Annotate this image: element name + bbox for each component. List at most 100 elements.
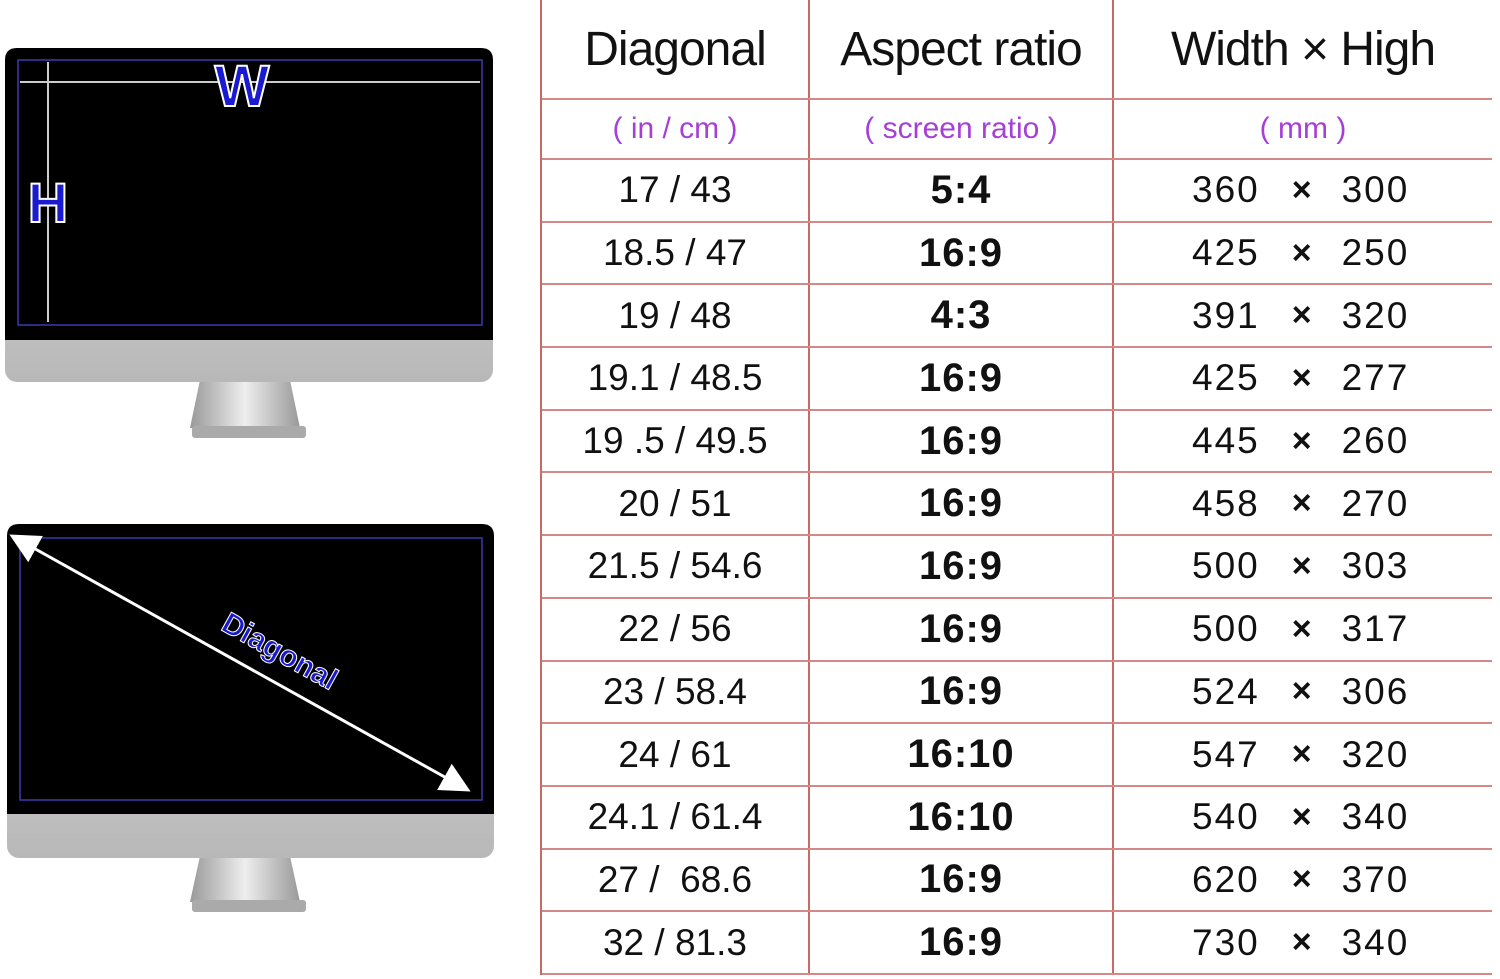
data-row: 22 / 56 16:9 500 × 317	[542, 598, 1492, 662]
ratio-cell: 16:9	[810, 348, 1114, 409]
data-row: 24.1 / 61.4 16:10 540 × 340	[542, 786, 1492, 850]
times-sign: ×	[1291, 296, 1314, 335]
width-value: 540	[1192, 796, 1260, 838]
ratio-cell: 16:9	[810, 849, 1114, 911]
dimensions-cell: 458 × 270	[1114, 473, 1492, 534]
ratio-cell: 16:9	[810, 912, 1114, 973]
times-sign: ×	[1291, 923, 1314, 962]
dimensions-cell: 547 × 320	[1114, 724, 1492, 785]
data-row: 20 / 51 16:9 458 × 270	[542, 473, 1492, 537]
diagonal-cell: 19 .5 / 49.5	[542, 410, 810, 472]
times-sign: ×	[1291, 233, 1314, 272]
height-value: 370	[1341, 858, 1410, 900]
subheader-cell: ( mm )	[1259, 112, 1347, 145]
diagonal-cell: 23 / 58.4	[542, 661, 810, 723]
times-sign: ×	[1291, 484, 1314, 523]
monitor-diagonal: Diagonal	[7, 524, 494, 912]
width-value: 620	[1192, 858, 1260, 900]
times-sign: ×	[1291, 358, 1314, 397]
width-value: 500	[1192, 545, 1260, 587]
times-sign: ×	[1291, 546, 1314, 585]
ratio-cell: 5:4	[810, 160, 1114, 221]
height-value: 270	[1341, 482, 1410, 524]
diagonal-cell: 20 / 51	[542, 473, 810, 535]
data-row: 21.5 / 54.6 16:9 500 × 303	[542, 536, 1492, 599]
width-value: 730	[1192, 921, 1260, 963]
diagonal-cell: 19 / 48	[542, 285, 810, 347]
header-row: Diagonal Aspect ratio Width × High	[542, 0, 1492, 100]
illustrations: W H Diagonal	[5, 48, 494, 912]
height-label: H	[28, 171, 68, 234]
ratio-cell: 4:3	[810, 285, 1114, 347]
data-row: 23 / 58.4 16:9 524 × 306	[542, 661, 1492, 725]
times-sign: ×	[1291, 797, 1314, 836]
diagonal-cell: 24.1 / 61.4	[542, 786, 810, 848]
height-value: 300	[1341, 169, 1410, 211]
dimensions-cell: 445 × 260	[1114, 411, 1492, 472]
times-sign: ×	[1291, 735, 1314, 774]
width-label: W	[215, 54, 270, 119]
dimensions-cell: 620 × 370	[1114, 850, 1492, 911]
dimensions-cell: 524 × 306	[1114, 662, 1492, 723]
size-table: Diagonal Aspect ratio Width × High ( in …	[540, 0, 1492, 975]
subheader-cell: ( screen ratio )	[810, 100, 1114, 158]
height-value: 340	[1341, 796, 1410, 838]
times-sign: ×	[1291, 609, 1314, 648]
diagonal-cell: 22 / 56	[542, 598, 810, 660]
ratio-cell: 16:9	[810, 661, 1114, 723]
height-value: 306	[1341, 670, 1410, 712]
height-value: 340	[1341, 921, 1410, 963]
ratio-cell: 16:9	[810, 473, 1114, 535]
dimensions-cell: 391 × 320	[1114, 285, 1492, 346]
width-value: 458	[1192, 482, 1260, 524]
data-row: 27 / 68.6 16:9 620 × 370	[542, 849, 1492, 913]
diagonal-cell: 19.1 / 48.5	[542, 348, 810, 409]
width-value: 500	[1192, 608, 1260, 650]
diagonal-cell: 24 / 61	[542, 724, 810, 785]
header-cell: Aspect ratio	[810, 0, 1114, 98]
width-value: 391	[1192, 294, 1260, 336]
subheader-cell: ( in / cm )	[542, 100, 810, 158]
dimensions-cell: 540 × 340	[1114, 787, 1492, 848]
ratio-cell: 16:9	[810, 536, 1114, 597]
width-value: 425	[1192, 232, 1260, 274]
data-row: 32 / 81.3 16:9 730 × 340	[542, 912, 1492, 975]
data-row: 19 / 48 4:3 391 × 320	[542, 285, 1492, 349]
diagonal-cell: 32 / 81.3	[542, 912, 810, 973]
diagonal-cell: 18.5 / 47	[542, 222, 810, 284]
width-value: 425	[1192, 357, 1260, 399]
height-value: 260	[1341, 420, 1410, 462]
diagonal-cell: 27 / 68.6	[542, 849, 810, 911]
height-value: 320	[1341, 294, 1410, 336]
data-row: 19.1 / 48.5 16:9 425 × 277	[542, 348, 1492, 411]
width-value: 360	[1192, 169, 1260, 211]
header-cell: Diagonal	[542, 0, 810, 98]
dimensions-cell: 730 × 340	[1114, 912, 1492, 973]
width-value: 547	[1192, 733, 1260, 775]
data-row: 24 / 61 16:10 547 × 320	[542, 724, 1492, 787]
dimensions-cell: 500 × 303	[1114, 536, 1492, 597]
height-value: 277	[1341, 357, 1410, 399]
header-cell: Width × High	[1170, 22, 1436, 76]
height-value: 320	[1341, 733, 1410, 775]
dimensions-cell: 425 × 250	[1114, 223, 1492, 284]
width-value: 445	[1192, 420, 1260, 462]
height-value: 303	[1341, 545, 1410, 587]
monitor-wh: W H	[5, 48, 493, 438]
ratio-cell: 16:9	[810, 410, 1114, 472]
times-sign: ×	[1291, 860, 1314, 899]
ratio-cell: 16:9	[810, 598, 1114, 660]
dimensions-cell: 360 × 300	[1114, 160, 1492, 221]
height-value: 250	[1341, 232, 1410, 274]
ratio-cell: 16:10	[810, 786, 1114, 848]
diagonal-cell: 17 / 43	[542, 160, 810, 221]
times-sign: ×	[1291, 421, 1314, 460]
data-row: 18.5 / 47 16:9 425 × 250	[542, 222, 1492, 286]
ratio-cell: 16:9	[810, 222, 1114, 284]
ratio-cell: 16:10	[810, 724, 1114, 785]
width-value: 524	[1192, 670, 1260, 712]
height-value: 317	[1341, 608, 1410, 650]
times-sign: ×	[1291, 672, 1314, 711]
subheader-row: ( in / cm ) ( screen ratio ) ( mm )	[542, 100, 1492, 160]
